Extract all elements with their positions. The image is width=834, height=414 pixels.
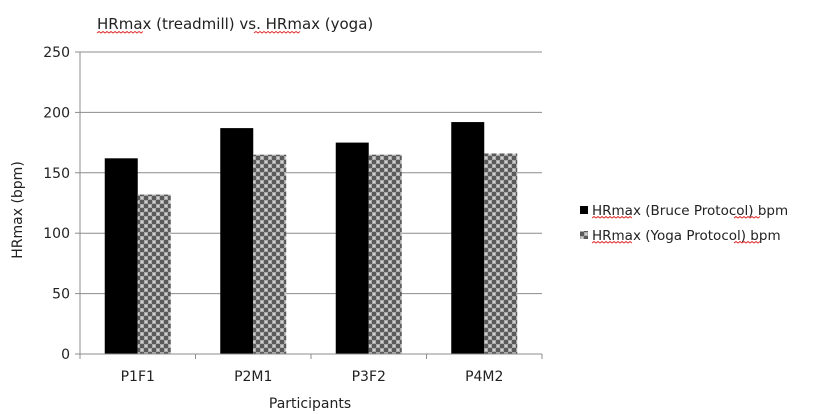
bar-p4m2-series-2: [484, 153, 518, 354]
legend-swatch: [580, 206, 588, 214]
axes: [75, 51, 543, 359]
legend: HRmax (Bruce Protocol) bpm HRmax (Yoga Pr…: [580, 203, 788, 244]
legend-entry: HRmax (Bruce Protocol) bpm: [592, 203, 788, 219]
y-tick-label: 150: [43, 166, 70, 182]
tick-labels: 0 50 100 150 200 250 P1F1 P2M1 P3F2 P4M2: [43, 45, 503, 385]
bar-p2m1-series-1: [220, 128, 254, 354]
spellcheck-underlines: [96, 30, 761, 244]
bar-p2m1-series-2: [253, 154, 287, 354]
bar-p3f2-series-2: [368, 154, 402, 354]
bar-p1f1-series-2: [137, 194, 171, 354]
legend-swatch: [580, 231, 588, 239]
x-tick-label: P4M2: [465, 369, 503, 385]
bar-p1f1-series-1: [104, 158, 138, 354]
spellcheck-squiggle: [96, 30, 144, 34]
spellcheck-squiggle: [591, 240, 633, 244]
y-tick-label: 0: [61, 347, 70, 363]
y-tick-label: 250: [43, 45, 70, 61]
spellcheck-squiggle: [733, 240, 761, 244]
bars: [104, 122, 518, 355]
spellcheck-squiggle: [733, 215, 761, 219]
chart-title: HRmax (treadmill) vs. HRmax (yoga): [97, 15, 373, 33]
y-tick-label: 200: [43, 105, 70, 121]
y-tick-label: 50: [52, 287, 70, 303]
bar-p4m2-series-1: [451, 122, 485, 355]
y-tick-label: 100: [43, 226, 70, 242]
x-axis-title: Participants: [269, 396, 351, 412]
x-tick-label: P3F2: [352, 369, 386, 385]
x-tick-label: P1F1: [121, 369, 155, 385]
legend-entry: HRmax (Yoga Protocol) bpm: [592, 228, 781, 244]
spellcheck-squiggle: [591, 215, 633, 219]
spellcheck-squiggle: [253, 30, 301, 34]
bar-p3f2-series-1: [335, 142, 369, 354]
x-tick-label: P2M1: [234, 369, 272, 385]
y-axis-title: HRmax (bpm): [10, 161, 26, 259]
